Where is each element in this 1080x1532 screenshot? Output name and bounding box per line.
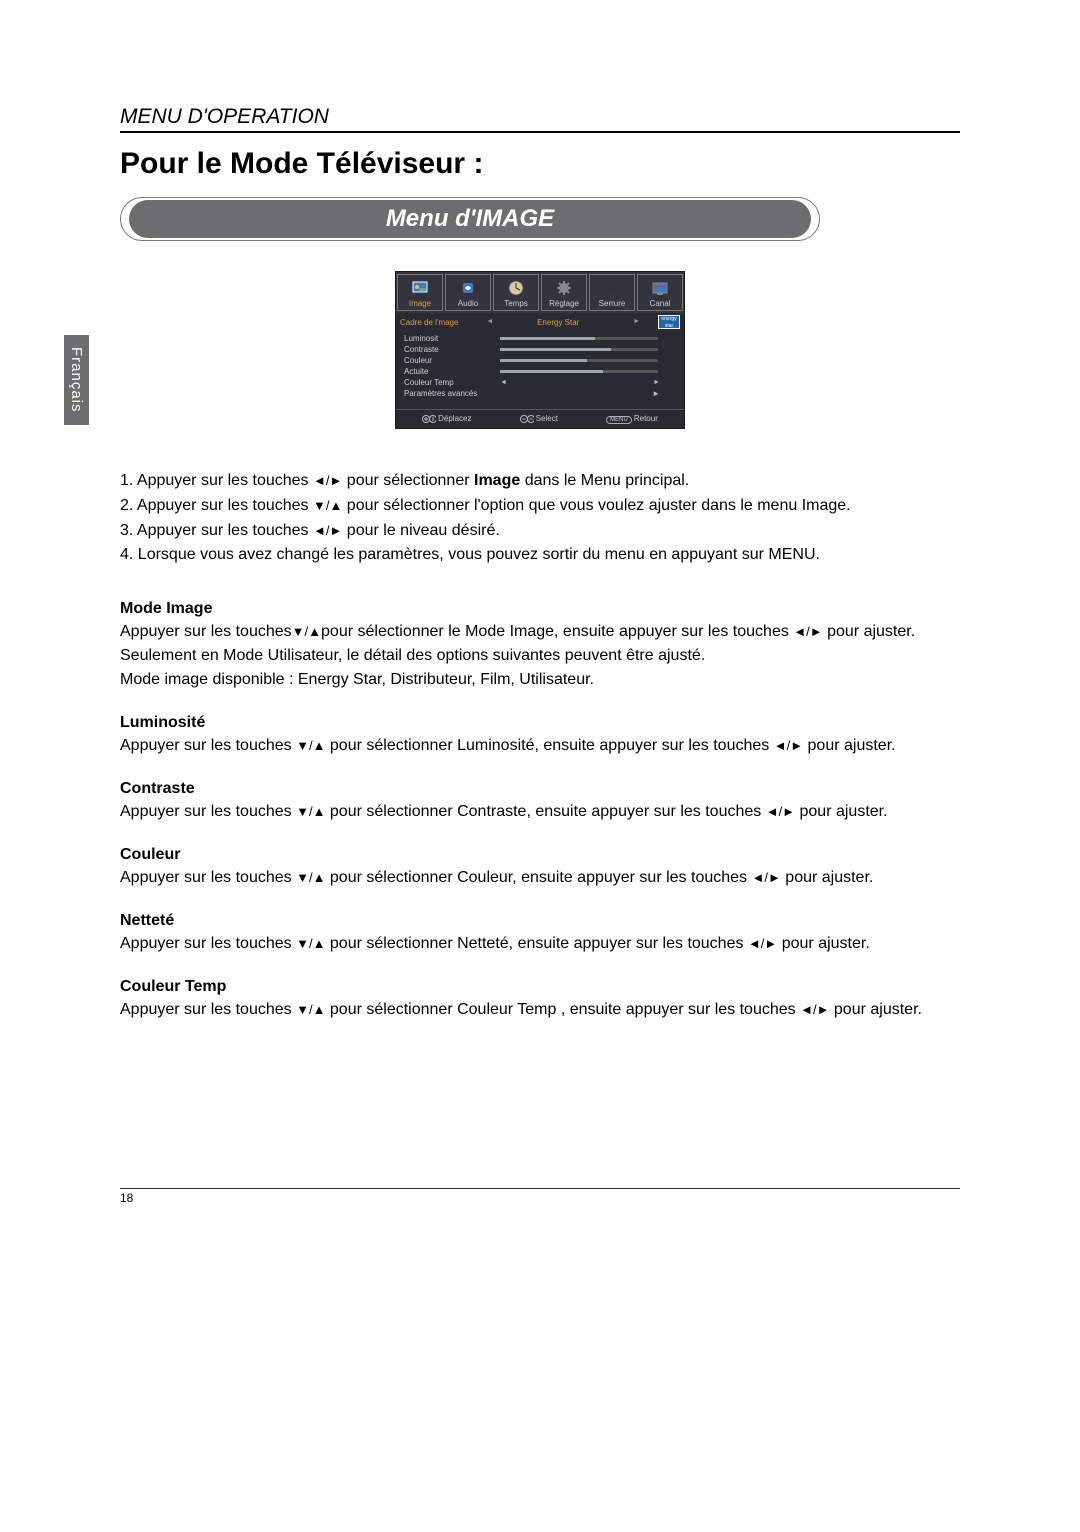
slider-track	[500, 348, 658, 351]
osd-tabs: Image Audio Temps Règlage Serrure Canal	[396, 272, 684, 313]
slider-track	[500, 337, 658, 340]
submenu-arrow-icon: ►	[500, 389, 678, 398]
section-title: Contraste	[120, 780, 960, 798]
step-2: 2. Appuyer sur les touches ▼/▲ pour séle…	[120, 494, 960, 519]
osd-footer-select: Select	[520, 414, 558, 424]
osd-title-mid: Energy Star	[458, 318, 658, 327]
osd-footer: Déplacez Select MENURetour	[396, 409, 684, 428]
règlage-icon	[542, 277, 586, 299]
osd-tab-label: Temps	[494, 299, 538, 308]
section: Couleur Appuyer sur les touches ▼/▲ pour …	[120, 846, 960, 890]
osd-titlebar: Cadre de l'mage Energy Star energystar	[396, 313, 684, 331]
osd-tab-image: Image	[397, 274, 443, 311]
banner-text: Menu d'IMAGE	[386, 205, 554, 233]
section: Netteté Appuyer sur les touches ▼/▲ pour …	[120, 912, 960, 956]
osd-tab-label: Audio	[446, 299, 490, 308]
arrow-selector: ◄►	[500, 379, 678, 386]
osd-item: Paramètres avancés►	[404, 388, 678, 399]
page-content: MENU D'OPERATION Pour le Mode Téléviseur…	[120, 105, 960, 1044]
osd-screenshot: Image Audio Temps Règlage Serrure Canal Cadre…	[395, 271, 685, 429]
step-1: 1. Appuyer sur les touches ◄/► pour séle…	[120, 469, 960, 494]
osd-item-label: Actuite	[404, 367, 500, 376]
osd-tab-règlage: Règlage	[541, 274, 587, 311]
sections: Mode Image Appuyer sur les touches▼/▲pour…	[120, 600, 960, 1022]
osd-tab-serrure: Serrure	[589, 274, 635, 311]
osd-item-label: Couleur Temp	[404, 378, 500, 387]
image-icon	[398, 277, 442, 299]
osd-tab-label: Règlage	[542, 299, 586, 308]
osd-tab-label: Canal	[638, 299, 682, 308]
osd-footer-move: Déplacez	[422, 414, 471, 424]
osd-item: Couleur	[404, 355, 678, 366]
osd-item: Actuite	[404, 366, 678, 377]
osd-item-label: Contraste	[404, 345, 500, 354]
osd-item-label: Luminosit	[404, 334, 500, 343]
section: Mode Image Appuyer sur les touches▼/▲pour…	[120, 600, 960, 692]
page-title: Pour le Mode Téléviseur :	[120, 147, 960, 181]
osd-item: Luminosit	[404, 333, 678, 344]
section-title: Netteté	[120, 912, 960, 930]
slider-fill	[500, 348, 611, 351]
temps-icon	[494, 277, 538, 299]
section: Couleur Temp Appuyer sur les touches ▼/▲ …	[120, 978, 960, 1022]
osd-tab-temps: Temps	[493, 274, 539, 311]
energy-star-logo-icon: energystar	[658, 315, 680, 329]
osd-tab-audio: Audio	[445, 274, 491, 311]
page-number: 18	[120, 1191, 133, 1205]
section-body: Appuyer sur les touches ▼/▲ pour sélecti…	[120, 734, 960, 758]
section-body: Appuyer sur les touches ▼/▲ pour sélecti…	[120, 932, 960, 956]
canal-icon	[638, 277, 682, 299]
section: Luminosité Appuyer sur les touches ▼/▲ po…	[120, 714, 960, 758]
osd-title-left: Cadre de l'mage	[400, 318, 458, 327]
osd-item-label: Couleur	[404, 356, 500, 365]
osd-item-label: Paramètres avancés	[404, 389, 500, 398]
osd-items: LuminositContrasteCouleurActuiteCouleur …	[396, 331, 684, 409]
section-title: Couleur	[120, 846, 960, 864]
instructions-list: 1. Appuyer sur les touches ◄/► pour séle…	[120, 469, 960, 568]
osd-footer-return: MENURetour	[606, 414, 658, 424]
serrure-icon	[590, 277, 634, 299]
slider-fill	[500, 359, 587, 362]
section-title: Mode Image	[120, 600, 960, 618]
audio-icon	[446, 277, 490, 299]
section-title: Luminosité	[120, 714, 960, 732]
osd-item: Contraste	[404, 344, 678, 355]
section-body: Appuyer sur les touches▼/▲pour sélection…	[120, 620, 960, 692]
osd-tab-label: Serrure	[590, 299, 634, 308]
section-body: Appuyer sur les touches ▼/▲ pour sélecti…	[120, 998, 960, 1022]
language-tab: Français	[64, 335, 89, 425]
slider-fill	[500, 370, 603, 373]
slider-track	[500, 359, 658, 362]
slider-fill	[500, 337, 595, 340]
slider-track	[500, 370, 658, 373]
step-3: 3. Appuyer sur les touches ◄/► pour le n…	[120, 519, 960, 544]
osd-tab-label: Image	[398, 299, 442, 308]
step-4: 4. Lorsque vous avez changé les paramètr…	[120, 543, 960, 568]
section-body: Appuyer sur les touches ▼/▲ pour sélecti…	[120, 866, 960, 890]
section-body: Appuyer sur les touches ▼/▲ pour sélecti…	[120, 800, 960, 824]
osd-tab-canal: Canal	[637, 274, 683, 311]
section-header: MENU D'OPERATION	[120, 105, 960, 133]
section: Contraste Appuyer sur les touches ▼/▲ pou…	[120, 780, 960, 824]
page-footer: 18	[120, 1188, 960, 1205]
osd-item: Couleur Temp◄►	[404, 377, 678, 388]
banner: Menu d'IMAGE	[120, 197, 820, 241]
section-title: Couleur Temp	[120, 978, 960, 996]
